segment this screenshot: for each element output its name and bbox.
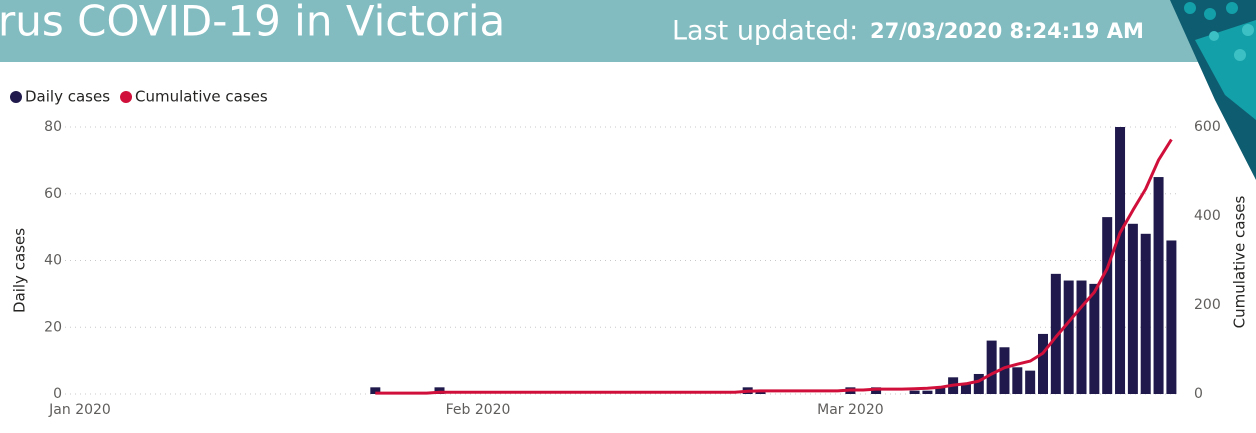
x-tick-label: Mar 2020	[817, 402, 884, 418]
bar	[960, 383, 971, 394]
y2-tick-label: 0	[1194, 386, 1203, 402]
bar	[1012, 367, 1023, 394]
bar	[1102, 217, 1113, 394]
y2-axis-title: Cumulative cases	[1231, 195, 1249, 328]
bar	[1089, 283, 1100, 394]
corner-decoration	[1170, 0, 1256, 180]
line	[375, 138, 1173, 395]
legend-label: Cumulative cases	[135, 88, 268, 106]
bar	[1153, 177, 1164, 394]
bar	[909, 390, 920, 394]
header-band	[0, 0, 1256, 62]
updated-value: 27/03/2020 8:24:19 AM	[870, 19, 1144, 43]
bar	[1076, 280, 1087, 394]
y-tick-label: 0	[53, 386, 62, 402]
bar	[986, 340, 997, 394]
legend-marker	[10, 91, 22, 103]
bar	[1127, 223, 1138, 394]
bar	[935, 387, 946, 394]
bar	[370, 387, 381, 394]
bar	[1038, 333, 1048, 394]
bar	[1025, 370, 1036, 394]
y2-tick-label: 200	[1194, 297, 1221, 313]
x-tick-label: Feb 2020	[446, 402, 511, 418]
legend-label: Daily cases	[25, 88, 110, 106]
y-tick-label: 80	[44, 119, 62, 135]
x-tick-label: Jan 2020	[48, 402, 111, 418]
bar	[973, 373, 984, 394]
updated-label: Last updated:	[672, 16, 858, 47]
y-tick-label: 40	[44, 253, 62, 269]
bar	[922, 390, 933, 394]
bar	[1050, 273, 1061, 394]
y2-tick-label: 600	[1194, 119, 1221, 135]
bar	[434, 387, 445, 394]
bar	[1063, 280, 1074, 394]
legend-marker	[120, 91, 133, 103]
title: rus COVID-19 in Victoria	[0, 0, 505, 46]
y-axis-title: Daily cases	[11, 228, 29, 313]
bar	[1166, 240, 1177, 394]
bar	[1115, 127, 1126, 394]
bar	[1140, 233, 1151, 394]
bar	[999, 347, 1010, 394]
y-tick-label: 20	[44, 319, 62, 335]
y-tick-label: 60	[44, 186, 62, 202]
bar	[871, 387, 882, 394]
y2-tick-label: 400	[1194, 208, 1221, 224]
